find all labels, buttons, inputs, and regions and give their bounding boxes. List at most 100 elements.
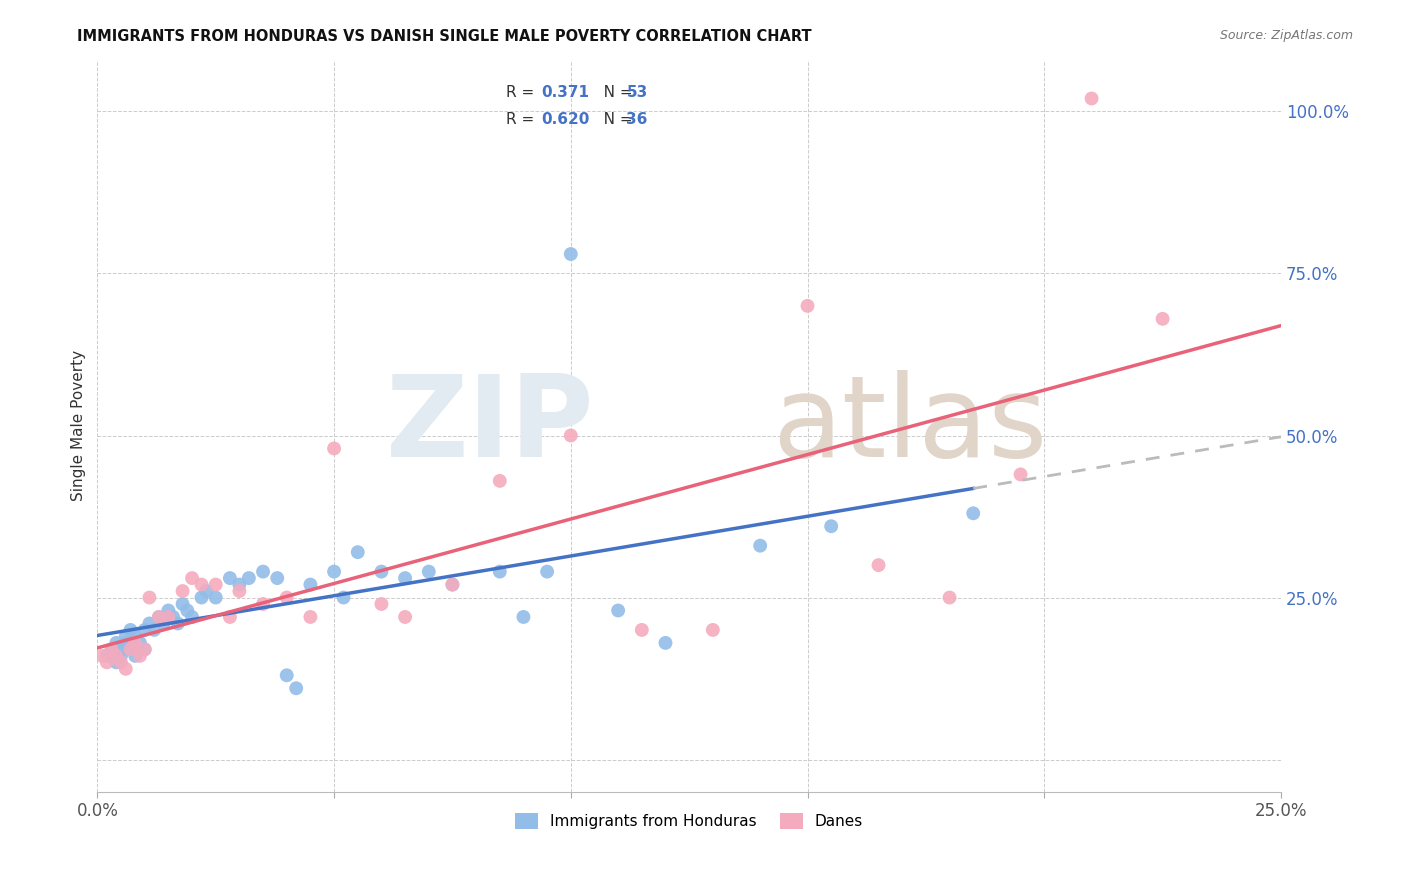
- Point: [1010, 467, 1032, 482]
- Point: [332, 591, 354, 605]
- Point: [228, 577, 250, 591]
- Point: [114, 629, 136, 643]
- Text: atlas: atlas: [772, 370, 1047, 482]
- Point: [266, 571, 288, 585]
- Point: [148, 610, 170, 624]
- Point: [276, 591, 298, 605]
- Point: [134, 642, 156, 657]
- Point: [219, 571, 242, 585]
- Point: [276, 668, 298, 682]
- Point: [105, 648, 128, 663]
- Point: [190, 577, 212, 591]
- Point: [157, 610, 180, 624]
- Point: [441, 577, 464, 591]
- Point: [488, 565, 510, 579]
- Point: [166, 616, 188, 631]
- Point: [299, 577, 322, 591]
- Point: [148, 610, 170, 624]
- Point: [100, 642, 122, 657]
- Point: [162, 610, 184, 624]
- Point: [110, 648, 132, 663]
- Point: [105, 656, 128, 670]
- Text: R =: R =: [506, 85, 544, 100]
- Point: [868, 558, 890, 573]
- Point: [152, 616, 174, 631]
- Text: IMMIGRANTS FROM HONDURAS VS DANISH SINGLE MALE POVERTY CORRELATION CHART: IMMIGRANTS FROM HONDURAS VS DANISH SINGL…: [77, 29, 811, 44]
- Point: [100, 642, 122, 657]
- Point: [394, 610, 416, 624]
- Point: [228, 584, 250, 599]
- Point: [181, 571, 204, 585]
- Point: [124, 629, 146, 643]
- Point: [702, 623, 724, 637]
- Point: [749, 539, 772, 553]
- Point: [962, 506, 984, 520]
- Point: [204, 577, 226, 591]
- Text: 0.371: 0.371: [541, 85, 589, 100]
- Point: [441, 577, 464, 591]
- Point: [299, 610, 322, 624]
- Point: [370, 565, 392, 579]
- Point: [129, 648, 152, 663]
- Legend: Immigrants from Honduras, Danes: Immigrants from Honduras, Danes: [509, 806, 869, 836]
- Text: N =: N =: [589, 112, 637, 128]
- Point: [181, 610, 204, 624]
- Point: [157, 610, 180, 624]
- Text: 0.620: 0.620: [541, 112, 589, 128]
- Point: [560, 428, 582, 442]
- Point: [796, 299, 818, 313]
- Point: [488, 474, 510, 488]
- Point: [134, 642, 156, 657]
- Point: [1080, 91, 1102, 105]
- Point: [176, 603, 198, 617]
- Point: [285, 681, 308, 696]
- Point: [138, 591, 160, 605]
- Text: ZIP: ZIP: [387, 370, 595, 482]
- Point: [105, 636, 128, 650]
- Text: R =: R =: [506, 112, 538, 128]
- Text: Source: ZipAtlas.com: Source: ZipAtlas.com: [1219, 29, 1353, 42]
- Point: [91, 648, 114, 663]
- Point: [143, 623, 166, 637]
- Point: [96, 648, 118, 663]
- Point: [134, 623, 156, 637]
- Point: [654, 636, 676, 650]
- Text: N =: N =: [589, 85, 637, 100]
- Point: [120, 623, 142, 637]
- Y-axis label: Single Male Poverty: Single Male Poverty: [72, 351, 86, 501]
- Point: [124, 648, 146, 663]
- Point: [607, 603, 630, 617]
- Point: [252, 597, 274, 611]
- Point: [323, 565, 346, 579]
- Point: [120, 642, 142, 657]
- Text: 36: 36: [627, 112, 648, 128]
- Point: [96, 656, 118, 670]
- Point: [172, 597, 194, 611]
- Point: [394, 571, 416, 585]
- Point: [124, 636, 146, 650]
- Point: [418, 565, 440, 579]
- Point: [536, 565, 558, 579]
- Text: 53: 53: [627, 85, 648, 100]
- Point: [820, 519, 842, 533]
- Point: [938, 591, 960, 605]
- Point: [323, 442, 346, 456]
- Point: [238, 571, 260, 585]
- Point: [346, 545, 368, 559]
- Point: [138, 616, 160, 631]
- Point: [204, 591, 226, 605]
- Point: [114, 636, 136, 650]
- Point: [195, 584, 218, 599]
- Point: [190, 591, 212, 605]
- Point: [129, 636, 152, 650]
- Point: [630, 623, 652, 637]
- Point: [157, 603, 180, 617]
- Point: [1152, 311, 1174, 326]
- Point: [560, 247, 582, 261]
- Point: [252, 565, 274, 579]
- Point: [110, 656, 132, 670]
- Point: [172, 584, 194, 599]
- Point: [370, 597, 392, 611]
- Point: [120, 642, 142, 657]
- Point: [512, 610, 534, 624]
